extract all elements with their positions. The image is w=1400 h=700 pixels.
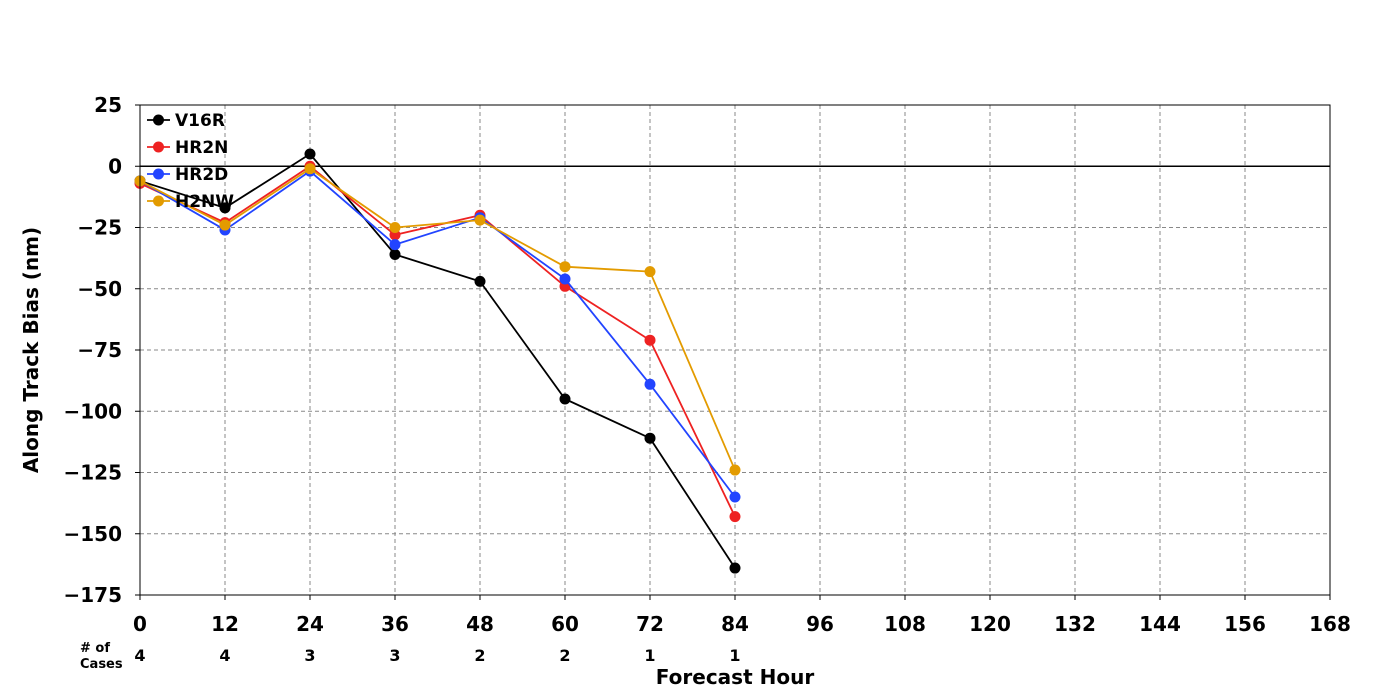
data-point-v16r — [729, 562, 741, 574]
legend-swatch-marker — [153, 114, 164, 126]
y-tick-label: 0 — [108, 154, 122, 178]
y-tick-label: −175 — [63, 583, 122, 607]
series-line-hr2d — [139, 170, 736, 498]
data-point-h2nw — [304, 163, 316, 175]
data-point-hr2d — [389, 239, 401, 251]
x-tick-labels: 0 12 24 36 48 60 72 84 96 108 120 132 144 156 168 — [133, 595, 1351, 636]
case-count: 3 — [304, 646, 315, 665]
data-point-hr2d — [729, 491, 741, 503]
legend-item-hr2n: HR2N — [147, 138, 228, 158]
case-count: 2 — [474, 646, 485, 665]
legend-label: HR2D — [175, 165, 228, 185]
legend-item-hr2d: HR2D — [147, 165, 228, 185]
series-h2nw — [134, 163, 741, 476]
data-point-h2nw — [559, 261, 571, 273]
data-point-hr2d — [559, 273, 571, 285]
x-axis-label: Forecast Hour — [656, 665, 815, 689]
case-count: 3 — [389, 646, 400, 665]
data-point-h2nw — [729, 464, 741, 476]
y-tick-label: −150 — [63, 522, 122, 546]
y-tick-label: −100 — [63, 399, 122, 423]
data-point-v16r — [389, 248, 401, 260]
x-tick-label: 72 — [636, 612, 664, 636]
legend-swatch-marker — [153, 141, 164, 153]
data-point-h2nw — [644, 266, 656, 278]
case-count: 2 — [559, 646, 570, 665]
x-tick-label: 132 — [1054, 612, 1096, 636]
legend-item-v16r: V16R — [147, 111, 225, 131]
data-point-v16r — [304, 148, 316, 160]
y-tick-label: −25 — [77, 216, 122, 240]
case-count: 1 — [729, 646, 740, 665]
case-count: 4 — [219, 646, 230, 665]
legend-label: V16R — [175, 111, 225, 131]
data-point-v16r — [219, 202, 231, 214]
legend-swatch-marker — [153, 195, 164, 207]
data-point-v16r — [559, 393, 571, 405]
series-line-hr2n — [139, 165, 736, 517]
x-tick-label: 96 — [806, 612, 834, 636]
legend-label: HR2N — [175, 138, 228, 158]
case-count: 4 — [134, 646, 145, 665]
x-tick-label: 12 — [211, 612, 239, 636]
data-point-h2nw — [219, 219, 231, 231]
x-tick-label: 108 — [884, 612, 926, 636]
data-point-hr2n — [729, 511, 741, 523]
cases-row: 4 4 3 3 2 2 1 1 — [134, 646, 740, 665]
series-hr2n — [134, 160, 741, 523]
cases-label-line1: # of — [80, 641, 110, 656]
legend-label: H2NW — [175, 192, 234, 212]
x-tick-label: 156 — [1224, 612, 1266, 636]
data-point-hr2d — [644, 378, 656, 390]
series-line-v16r — [139, 152, 736, 569]
data-point-h2nw — [474, 214, 486, 226]
legend: V16R HR2N HR2D H2NW — [147, 111, 234, 212]
x-tick-label: 0 — [133, 612, 147, 636]
y-tick-label: −50 — [77, 277, 122, 301]
data-point-h2nw — [389, 222, 401, 233]
data-point-v16r — [474, 275, 486, 287]
data-point-hr2n — [644, 334, 656, 346]
legend-item-h2nw: H2NW — [147, 192, 234, 212]
x-tick-label: 36 — [381, 612, 409, 636]
series-v16r — [134, 148, 741, 574]
series-layer — [134, 148, 741, 574]
y-axis-label: Along Track Bias (nm) — [19, 227, 43, 473]
case-count: 1 — [644, 646, 655, 665]
data-point-v16r — [644, 432, 656, 444]
y-tick-label: 25 — [94, 93, 122, 117]
x-tick-label: 48 — [466, 612, 494, 636]
x-tick-label: 144 — [1139, 612, 1181, 636]
y-tick-label: −125 — [63, 461, 122, 485]
legend-swatch-marker — [153, 168, 164, 180]
x-tick-label: 24 — [296, 612, 324, 636]
y-tick-label: −75 — [77, 338, 122, 362]
y-tick-labels: 25 0 −25 −50 −75 −100 −125 −150 −175 — [63, 93, 140, 607]
x-tick-label: 84 — [721, 612, 749, 636]
x-tick-label: 168 — [1309, 612, 1351, 636]
series-line-h2nw — [139, 167, 736, 471]
x-tick-label: 120 — [969, 612, 1011, 636]
cases-label-line2: Cases — [80, 657, 123, 672]
x-tick-label: 60 — [551, 612, 579, 636]
